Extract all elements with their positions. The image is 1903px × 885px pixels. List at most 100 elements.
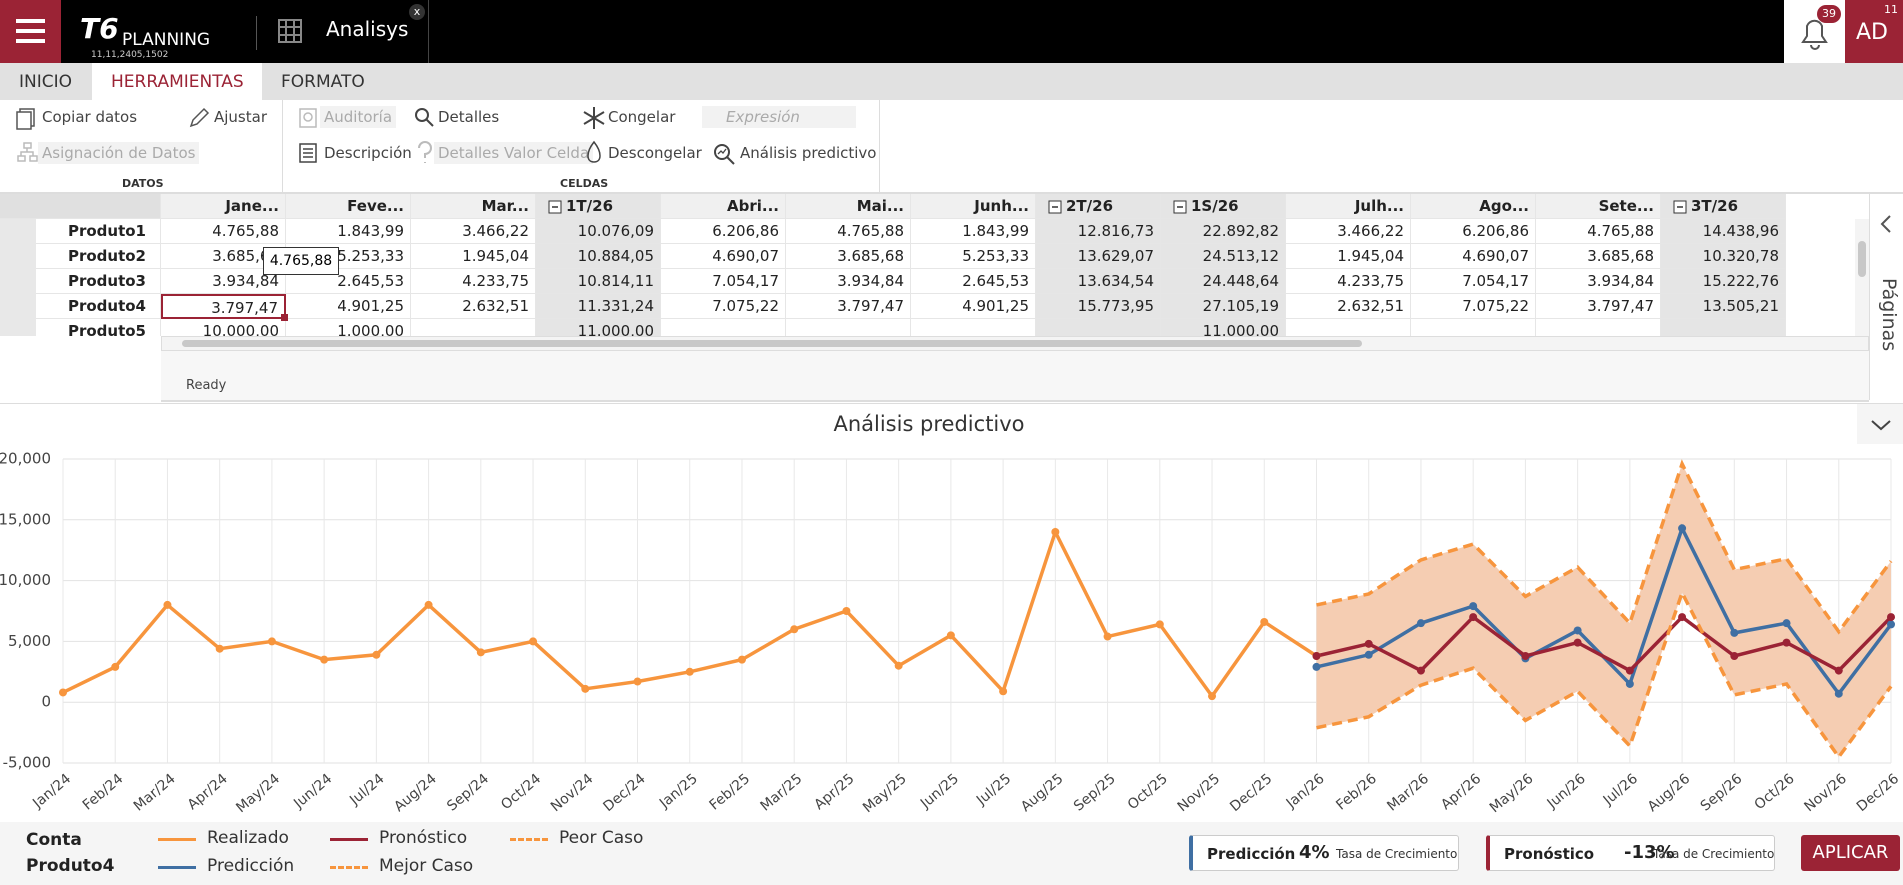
- cell[interactable]: 4.765,88: [786, 219, 911, 244]
- column-header[interactable]: Mai...: [786, 194, 911, 219]
- cell[interactable]: [1411, 319, 1536, 336]
- apply-button[interactable]: APLICAR: [1801, 835, 1900, 871]
- column-header[interactable]: Junh...: [911, 194, 1036, 219]
- cell[interactable]: 3.797,47: [786, 294, 911, 319]
- cell[interactable]: 10.000,00: [161, 319, 286, 336]
- cell[interactable]: 13.634,54: [1036, 269, 1161, 294]
- cell[interactable]: 15.773,95: [1036, 294, 1161, 319]
- cell[interactable]: 11.000,00: [536, 319, 661, 336]
- cell[interactable]: 1.000,00: [286, 319, 411, 336]
- cell[interactable]: 4.233,75: [411, 269, 536, 294]
- cell[interactable]: [911, 319, 1036, 336]
- tab[interactable]: [315, 0, 429, 63]
- column-header[interactable]: Julh...: [1286, 194, 1411, 219]
- cell[interactable]: 2.632,51: [411, 294, 536, 319]
- user-button[interactable]: [1845, 0, 1903, 63]
- ribbon-button[interactable]: Congelar: [608, 108, 676, 126]
- cell[interactable]: 4.690,07: [1411, 244, 1536, 269]
- cell[interactable]: 5.253,33: [286, 244, 411, 269]
- cell[interactable]: 4.901,25: [911, 294, 1036, 319]
- cell[interactable]: 4.233,75: [1286, 269, 1411, 294]
- chevron-left[interactable]: [1878, 214, 1894, 234]
- ribbon-button[interactable]: Descongelar: [608, 144, 702, 162]
- cell[interactable]: [1536, 319, 1661, 336]
- cell[interactable]: 13.629,07: [1036, 244, 1161, 269]
- cell[interactable]: 4.901,25: [286, 294, 411, 319]
- cell[interactable]: [786, 319, 911, 336]
- cell[interactable]: 3.466,22: [1286, 219, 1411, 244]
- ribbon-button[interactable]: Análisis predictivo: [740, 144, 877, 162]
- cell[interactable]: 15.222,76: [1661, 269, 1786, 294]
- cell[interactable]: 11.331,24: [536, 294, 661, 319]
- cell[interactable]: 3.934,84: [161, 269, 286, 294]
- collapse-icon[interactable]: [1673, 200, 1687, 214]
- grid-icon[interactable]: [278, 19, 302, 43]
- ribbon-tab[interactable]: HERRAMIENTAS: [111, 72, 244, 92]
- cell[interactable]: 1.945,04: [411, 244, 536, 269]
- ribbon-tab[interactable]: FORMATO: [281, 72, 365, 92]
- cell[interactable]: 5.253,33: [911, 244, 1036, 269]
- cell[interactable]: 2.632,51: [1286, 294, 1411, 319]
- cell[interactable]: 4.690,07: [661, 244, 786, 269]
- cell[interactable]: 3.685,68: [786, 244, 911, 269]
- cell[interactable]: 1.945,04: [1286, 244, 1411, 269]
- h-scrollbar[interactable]: [161, 336, 1869, 351]
- column-header[interactable]: Sete...: [1536, 194, 1661, 219]
- ribbon-button[interactable]: Detalles: [438, 108, 500, 126]
- cell[interactable]: [1036, 319, 1161, 336]
- cell[interactable]: 7.054,17: [661, 269, 786, 294]
- cell[interactable]: 3.466,22: [411, 219, 536, 244]
- column-header[interactable]: Abri...: [661, 194, 786, 219]
- column-header[interactable]: Jane...: [161, 194, 286, 219]
- cell[interactable]: [1661, 319, 1786, 336]
- ribbon-button[interactable]: Descripción: [324, 144, 412, 162]
- cell[interactable]: 22.892,82: [1161, 219, 1286, 244]
- v-scrollbar[interactable]: [1855, 219, 1869, 336]
- cell[interactable]: 4.765,88: [1536, 219, 1661, 244]
- selected-cell[interactable]: 3.797,47: [161, 294, 286, 319]
- collapse-icon[interactable]: [548, 200, 562, 214]
- cell[interactable]: 7.075,22: [1411, 294, 1536, 319]
- cell[interactable]: 3.934,84: [786, 269, 911, 294]
- cell[interactable]: 2.645,53: [911, 269, 1036, 294]
- cell[interactable]: 11.000,00: [1161, 319, 1286, 336]
- data-grid[interactable]: Jane... Feve... Mar... 1T/26 Abri... Mai... Ju…: [0, 194, 1869, 336]
- column-header[interactable]: Mar...: [411, 194, 536, 219]
- cell[interactable]: [411, 319, 536, 336]
- cell[interactable]: 7.075,22: [661, 294, 786, 319]
- collapse-button[interactable]: [1857, 404, 1903, 444]
- ribbon-button[interactable]: Copiar datos: [42, 108, 138, 126]
- cell[interactable]: 10.320,78: [1661, 244, 1786, 269]
- cell[interactable]: [661, 319, 786, 336]
- cell[interactable]: 1.843,99: [911, 219, 1036, 244]
- close-tab[interactable]: x: [409, 4, 425, 20]
- column-header[interactable]: Feve...: [286, 194, 411, 219]
- collapse-icon[interactable]: [1173, 200, 1187, 214]
- cell[interactable]: 1.843,99: [286, 219, 411, 244]
- cell[interactable]: 12.816,73: [1036, 219, 1161, 244]
- cell[interactable]: 2.645,53: [286, 269, 411, 294]
- ribbon-tab[interactable]: INICIO: [19, 72, 73, 92]
- cell[interactable]: 24.448,64: [1161, 269, 1286, 294]
- menu-button[interactable]: [0, 0, 61, 63]
- scroll-thumb[interactable]: [1858, 241, 1866, 277]
- scroll-thumb[interactable]: [182, 340, 1362, 347]
- cell[interactable]: 6.206,86: [661, 219, 786, 244]
- cell[interactable]: 6.206,86: [1411, 219, 1536, 244]
- collapse-icon[interactable]: [1048, 200, 1062, 214]
- ribbon-button[interactable]: Ajustar: [214, 108, 267, 126]
- cell[interactable]: 14.438,96: [1661, 219, 1786, 244]
- cell[interactable]: 10.884,05: [536, 244, 661, 269]
- cell[interactable]: 3.934,84: [1536, 269, 1661, 294]
- cell[interactable]: 27.105,19: [1161, 294, 1286, 319]
- cell[interactable]: 13.505,21: [1661, 294, 1786, 319]
- column-header[interactable]: Ago...: [1411, 194, 1536, 219]
- cell[interactable]: 10.076,09: [536, 219, 661, 244]
- cell[interactable]: 3.685,68: [1536, 244, 1661, 269]
- cell[interactable]: 7.054,17: [1411, 269, 1536, 294]
- cell[interactable]: 4.765,88: [161, 219, 286, 244]
- cell[interactable]: 24.513,12: [1161, 244, 1286, 269]
- cell[interactable]: [1286, 319, 1411, 336]
- cell[interactable]: 3.797,47: [1536, 294, 1661, 319]
- cell[interactable]: 10.814,11: [536, 269, 661, 294]
